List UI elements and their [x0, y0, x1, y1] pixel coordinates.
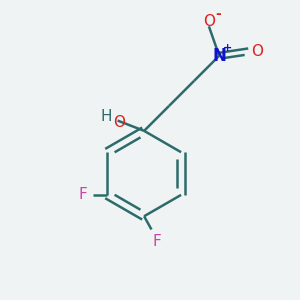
Text: O: O — [203, 14, 215, 28]
Text: O: O — [251, 44, 263, 59]
Text: N: N — [212, 47, 226, 65]
Text: -: - — [215, 7, 221, 21]
Text: F: F — [153, 234, 162, 249]
Text: H: H — [101, 109, 112, 124]
Text: +: + — [223, 43, 232, 52]
Text: F: F — [79, 188, 87, 202]
Text: O: O — [113, 115, 125, 130]
